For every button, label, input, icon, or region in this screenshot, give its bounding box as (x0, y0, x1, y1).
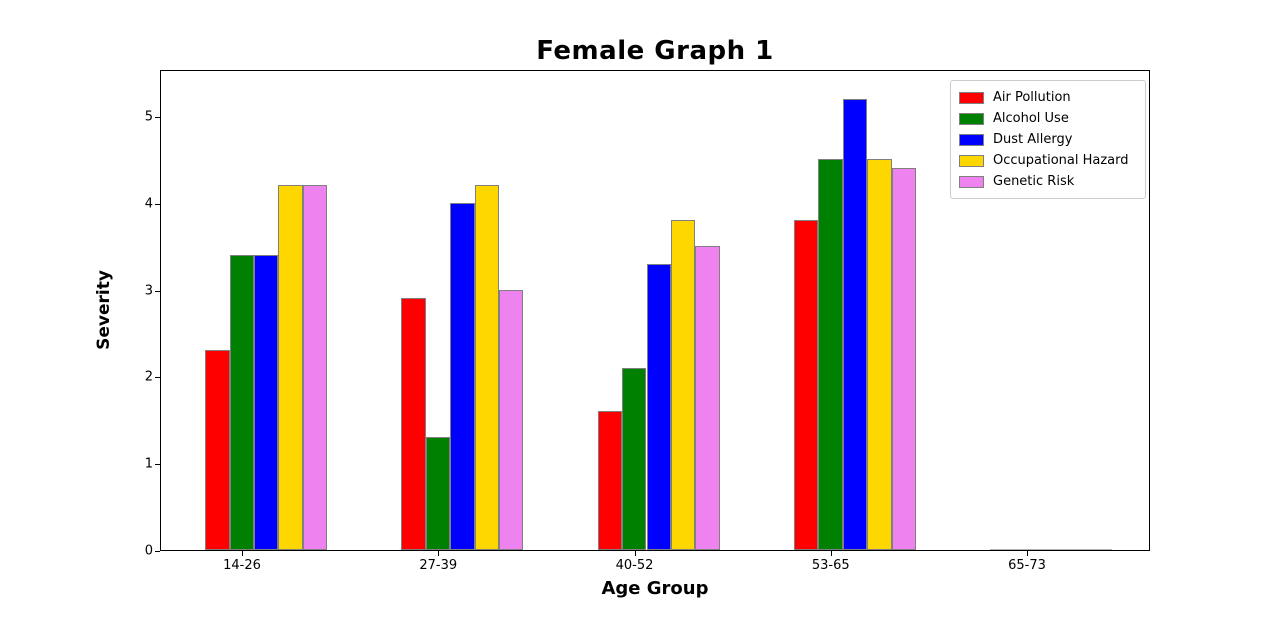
legend-label: Genetic Risk (993, 174, 1075, 189)
y-tick-label: 5 (144, 109, 153, 125)
bar (205, 350, 230, 550)
bar (1039, 549, 1064, 550)
bar (646, 263, 671, 550)
y-tick-mark (155, 551, 160, 552)
x-tick-label: 53-65 (811, 558, 850, 573)
bar (1087, 549, 1113, 550)
x-tick-mark (242, 551, 243, 556)
legend-swatch-icon (959, 154, 984, 167)
bar (425, 437, 451, 550)
legend-label: Air Pollution (993, 90, 1071, 105)
bar (450, 202, 475, 550)
y-tick-label: 0 (144, 543, 153, 559)
y-axis-label: Severity (94, 270, 114, 350)
bar (302, 185, 328, 550)
x-tick-mark (634, 551, 636, 556)
x-tick-label: 14-26 (223, 558, 261, 573)
x-tick-label: 40-52 (615, 558, 654, 573)
bar (597, 411, 623, 550)
bar (622, 367, 647, 550)
y-tick-mark (155, 203, 160, 205)
bar (1063, 549, 1088, 550)
bar (254, 254, 279, 550)
legend-item: Occupational Hazard (959, 150, 1137, 171)
legend-swatch-icon (959, 91, 984, 104)
legend-item: Dust Allergy (959, 129, 1137, 150)
legend-label: Alcohol Use (993, 111, 1069, 126)
bar (499, 289, 524, 550)
chart-title: Female Graph 1 (536, 36, 774, 66)
bar (818, 159, 843, 550)
legend-item: Air Pollution (959, 87, 1137, 108)
plot-area: Air Pollution Alcohol Use Dust Allergy Occu… (160, 70, 1150, 551)
bar (670, 220, 696, 550)
y-tick-mark (155, 377, 160, 379)
bar (401, 298, 426, 550)
x-tick-label: 65-73 (1008, 558, 1046, 573)
legend-item: Alcohol Use (959, 108, 1137, 129)
legend-label: Dust Allergy (993, 132, 1073, 147)
bar (229, 254, 254, 550)
x-tick-label: 27-39 (419, 558, 458, 573)
bar (695, 246, 720, 550)
y-tick-label: 1 (144, 456, 153, 472)
y-tick-label: 3 (144, 283, 153, 299)
x-axis-label: Age Group (601, 578, 709, 599)
bar (867, 159, 892, 550)
bar (793, 220, 819, 550)
y-tick-mark (155, 290, 160, 292)
x-tick-mark (830, 551, 832, 556)
x-tick-mark (1027, 551, 1028, 556)
y-tick-label: 4 (144, 196, 153, 212)
legend: Air Pollution Alcohol Use Dust Allergy Occu… (950, 80, 1146, 199)
bar (278, 185, 303, 550)
bar (990, 549, 1015, 550)
bar (474, 185, 500, 550)
x-tick-mark (438, 551, 440, 556)
legend-item: Genetic Risk (959, 171, 1137, 192)
bar (842, 98, 868, 550)
y-tick-label: 2 (144, 369, 153, 385)
y-tick-mark (155, 464, 160, 466)
legend-swatch-icon (959, 175, 984, 188)
legend-label: Occupational Hazard (993, 153, 1129, 168)
bar (1014, 549, 1039, 550)
y-tick-mark (155, 117, 160, 118)
legend-swatch-icon (959, 133, 984, 146)
bar (891, 168, 916, 550)
legend-swatch-icon (959, 112, 984, 125)
